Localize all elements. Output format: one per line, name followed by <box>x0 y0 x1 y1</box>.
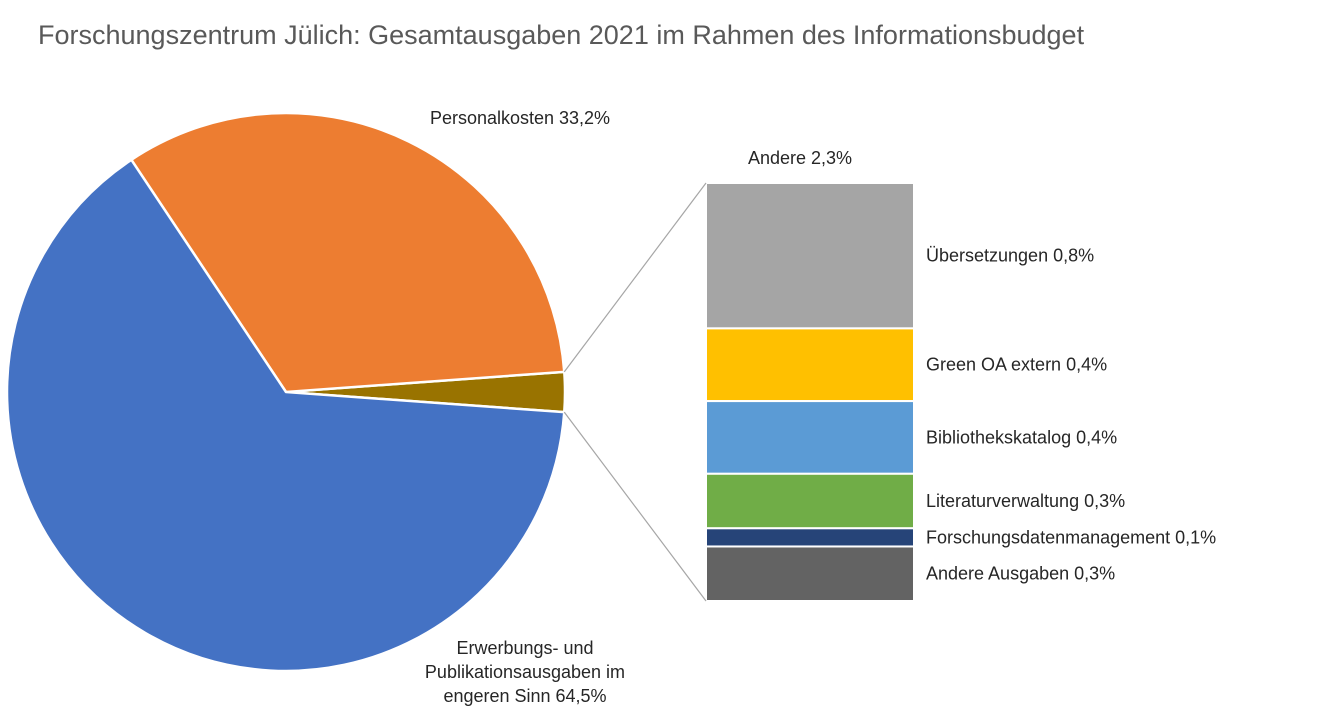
bar-segment-label-2: Green OA extern 0,4% <box>926 355 1107 375</box>
bar-segment-5 <box>705 527 915 548</box>
pie-label-andere: Andere 2,3% <box>748 148 852 168</box>
bar-segment-2 <box>705 327 915 403</box>
bar-segment-label-5: Forschungsdatenmanagement 0,1% <box>926 527 1216 547</box>
bar-segment-label-1: Übersetzungen 0,8% <box>926 246 1094 266</box>
bar-segment-label-6: Andere Ausgaben 0,3% <box>926 564 1115 584</box>
bar-segment-label-3: Bibliothekskatalog 0,4% <box>926 427 1117 447</box>
pie-label-personal: Personalkosten 33,2% <box>430 108 610 128</box>
bar-segment-1 <box>705 182 915 330</box>
bar-segment-label-4: Literaturverwaltung 0,3% <box>926 491 1125 511</box>
pie-slice-erwerbung <box>5 158 566 673</box>
connector-line-top <box>563 182 707 373</box>
chart-title: Forschungszentrum Jülich: Gesamtausgaben… <box>38 20 1085 50</box>
bar-segment-3 <box>705 400 915 475</box>
connector-line-bottom <box>563 411 707 602</box>
bar-segment-6 <box>705 545 915 602</box>
bar-segment-4 <box>705 472 915 530</box>
pie-label-erwerbung: Erwerbungs- und Publikationsausgaben im en… <box>425 638 625 706</box>
